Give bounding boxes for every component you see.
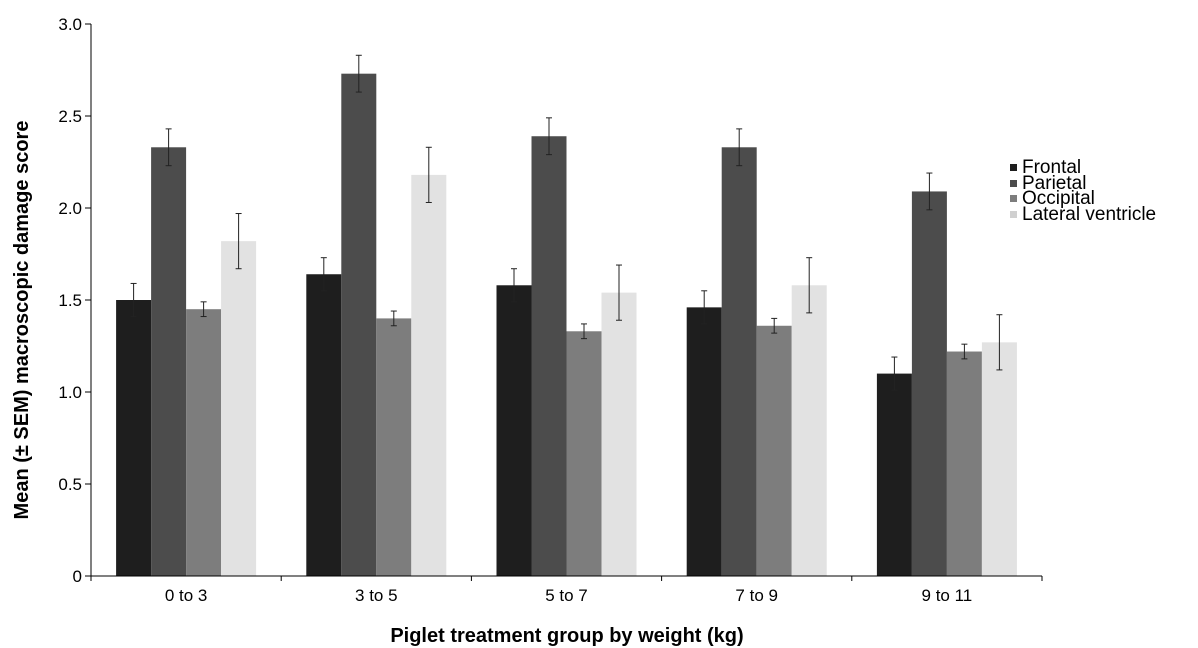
legend-label: Frontal bbox=[1022, 157, 1082, 179]
bar bbox=[376, 318, 412, 576]
x-tick-label: 9 to 11 bbox=[922, 586, 973, 605]
legend-swatch bbox=[1010, 179, 1017, 187]
legend-item-frontal: Frontal bbox=[1010, 157, 1156, 179]
bar bbox=[151, 147, 187, 576]
x-axis-label: Piglet treatment group by weight (kg) bbox=[390, 625, 743, 647]
bar bbox=[791, 285, 827, 576]
x-tick-label: 0 to 3 bbox=[165, 586, 208, 605]
legend-label: Parietal bbox=[1022, 172, 1087, 194]
legend-swatch bbox=[1010, 164, 1017, 172]
bar bbox=[756, 325, 792, 576]
x-tick-label: 3 to 5 bbox=[355, 586, 398, 605]
y-tick-label: 2.5 bbox=[58, 107, 82, 126]
bar bbox=[946, 351, 982, 576]
bar bbox=[566, 331, 602, 576]
bar bbox=[601, 292, 637, 576]
error-bars-layer bbox=[130, 54, 1003, 391]
bar bbox=[221, 241, 257, 576]
bar bbox=[531, 136, 567, 577]
bar bbox=[341, 73, 377, 577]
legend-item-lateral-ventricle: Lateral ventricle bbox=[1010, 203, 1157, 225]
legend-label: Occipital bbox=[1022, 188, 1095, 210]
bar bbox=[981, 342, 1017, 576]
bar bbox=[496, 285, 532, 576]
axes-layer: 0 0.5 1.0 1.5 2.0 2.5 3.0 0 to 3 3 to 5 5 to 7 7 t… bbox=[58, 15, 1043, 605]
bar bbox=[686, 307, 722, 576]
x-tick-label: 5 to 7 bbox=[545, 586, 588, 605]
bar bbox=[306, 274, 342, 576]
y-tick-label: 3.0 bbox=[58, 15, 82, 34]
y-axis-label: Mean (± SEM) macroscopic damage score bbox=[11, 121, 33, 520]
bar bbox=[721, 147, 757, 576]
legend-label: Lateral ventricle bbox=[1022, 203, 1157, 225]
y-tick-label: 1.5 bbox=[58, 291, 82, 310]
bar bbox=[911, 191, 947, 576]
y-tick-label: 2.0 bbox=[58, 199, 82, 218]
y-tick-label: 1.0 bbox=[58, 383, 82, 402]
y-tick-label: 0.5 bbox=[58, 475, 82, 494]
bar bbox=[876, 373, 912, 576]
bars-layer bbox=[116, 73, 1017, 577]
bar bbox=[116, 300, 152, 576]
legend-item-parietal: Parietal bbox=[1010, 172, 1156, 194]
legend: Frontal Parietal Occipital Lateral ventr… bbox=[1010, 157, 1157, 225]
y-tick-label: 0 bbox=[73, 567, 82, 586]
bar bbox=[186, 309, 222, 576]
legend-swatch bbox=[1010, 210, 1017, 218]
legend-swatch bbox=[1010, 195, 1017, 203]
bar bbox=[411, 174, 447, 576]
legend-item-occipital: Occipital bbox=[1010, 188, 1156, 210]
x-tick-label: 7 to 9 bbox=[735, 586, 778, 605]
